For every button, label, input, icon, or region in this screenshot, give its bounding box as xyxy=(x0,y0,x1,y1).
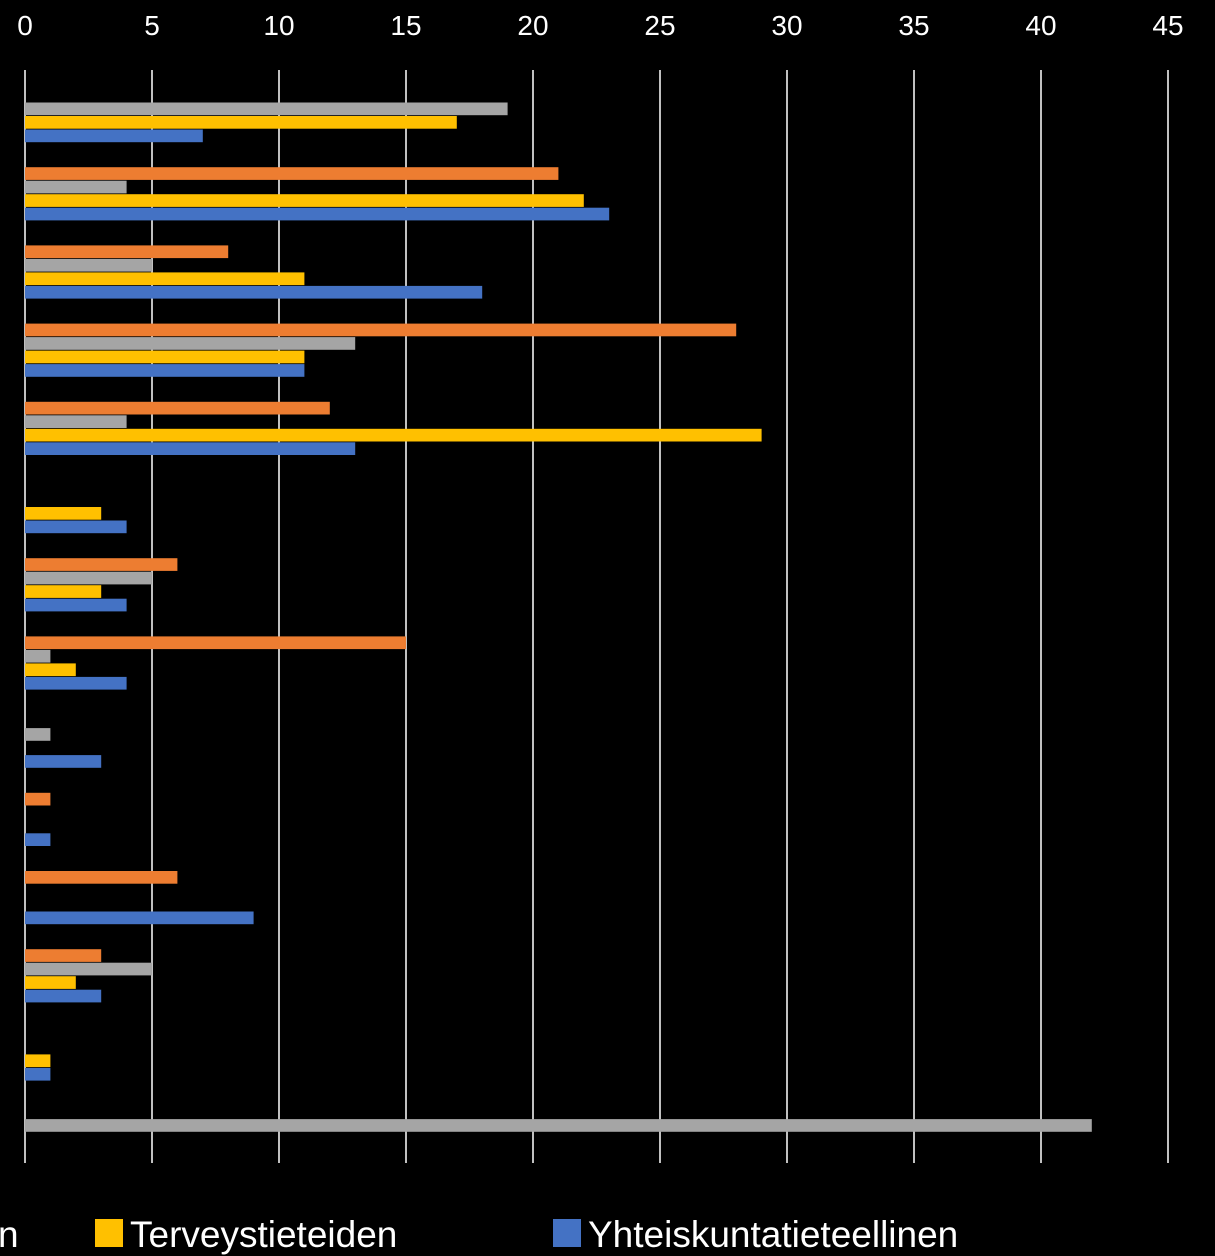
x-tick-label-40: 40 xyxy=(1025,10,1056,41)
bar-gray-cat-4 xyxy=(25,337,356,350)
bar-orange-cat-12 xyxy=(25,949,102,962)
bar-yellow-cat-8 xyxy=(25,663,76,677)
category-group-3 xyxy=(25,245,483,299)
category-group-4 xyxy=(25,323,737,377)
bar-gray-cat-12 xyxy=(25,962,152,976)
bar-orange-cat-2 xyxy=(25,167,559,180)
bar-yellow-cat-7 xyxy=(25,585,102,598)
category-group-6 xyxy=(25,507,127,534)
x-tick-label-10: 10 xyxy=(263,10,294,41)
bar-blue-cat-13 xyxy=(25,1067,51,1081)
x-tick-label-25: 25 xyxy=(644,10,675,41)
bar-orange-cat-4 xyxy=(25,323,737,337)
bar-gray-cat-1 xyxy=(25,102,508,116)
bar-gray-cat-5 xyxy=(25,415,127,428)
category-group-2 xyxy=(25,167,610,221)
category-group-12 xyxy=(25,949,152,1003)
bar-gray-cat-14 xyxy=(25,1119,1092,1132)
legend-swatch-1 xyxy=(95,1219,123,1247)
legend-item-2: Yhteiskuntatieteellinen xyxy=(553,1214,958,1255)
bar-orange-cat-7 xyxy=(25,558,178,571)
category-group-5 xyxy=(25,401,762,455)
legend-item-0: n xyxy=(0,1214,19,1255)
x-tick-label-30: 30 xyxy=(771,10,802,41)
bar-yellow-cat-3 xyxy=(25,272,305,286)
bar-blue-cat-11 xyxy=(25,911,254,925)
legend-label-2: Yhteiskuntatieteellinen xyxy=(588,1214,958,1255)
legend-item-1: Terveystieteiden xyxy=(95,1214,397,1255)
category-group-11 xyxy=(25,871,254,925)
category-group-8 xyxy=(25,636,406,690)
x-tick-label-15: 15 xyxy=(390,10,421,41)
bar-yellow-cat-1 xyxy=(25,116,457,129)
bar-orange-cat-11 xyxy=(25,871,178,884)
bar-blue-cat-5 xyxy=(25,442,356,455)
x-tick-label-35: 35 xyxy=(898,10,929,41)
x-tick-label-45: 45 xyxy=(1152,10,1183,41)
bar-yellow-cat-12 xyxy=(25,976,76,989)
bar-blue-cat-2 xyxy=(25,207,610,221)
bar-blue-cat-6 xyxy=(25,520,127,534)
bar-yellow-cat-13 xyxy=(25,1054,51,1068)
bar-blue-cat-3 xyxy=(25,285,483,299)
legend: n Terveystieteiden Yhteiskuntatieteellinen xyxy=(0,1214,958,1255)
legend-label-1: Terveystieteiden xyxy=(130,1214,397,1255)
bar-gray-cat-9 xyxy=(25,728,51,741)
legend-label-0: n xyxy=(0,1214,19,1255)
x-tick-label-5: 5 xyxy=(144,10,160,41)
bar-yellow-cat-2 xyxy=(25,194,584,207)
category-group-7 xyxy=(25,558,178,612)
bar-gray-cat-3 xyxy=(25,258,152,272)
bar-yellow-cat-5 xyxy=(25,428,762,442)
bar-gray-cat-7 xyxy=(25,571,152,585)
bar-yellow-cat-4 xyxy=(25,350,305,364)
bar-blue-cat-10 xyxy=(25,833,51,846)
category-group-13 xyxy=(25,1054,51,1081)
x-tick-label-20: 20 xyxy=(517,10,548,41)
category-group-10 xyxy=(25,792,51,846)
bar-yellow-cat-6 xyxy=(25,507,102,520)
x-tick-label-0: 0 xyxy=(17,10,33,41)
bar-orange-cat-5 xyxy=(25,401,330,415)
bar-blue-cat-7 xyxy=(25,598,127,612)
x-axis-tick-labels: 0 5 10 15 20 25 30 35 40 45 xyxy=(17,10,1183,41)
bar-series xyxy=(25,102,1092,1132)
legend-swatch-2 xyxy=(553,1219,581,1247)
bar-gray-cat-2 xyxy=(25,180,127,194)
bar-orange-cat-8 xyxy=(25,636,406,650)
bar-orange-cat-10 xyxy=(25,792,51,806)
bar-blue-cat-1 xyxy=(25,129,203,143)
category-group-9 xyxy=(25,728,102,768)
bar-blue-cat-12 xyxy=(25,989,102,1003)
bar-blue-cat-4 xyxy=(25,364,305,377)
bar-blue-cat-9 xyxy=(25,755,102,768)
category-group-14 xyxy=(25,1119,1092,1132)
bar-gray-cat-8 xyxy=(25,649,51,663)
bar-orange-cat-3 xyxy=(25,245,229,259)
category-group-1 xyxy=(25,102,508,143)
bar-blue-cat-8 xyxy=(25,676,127,690)
